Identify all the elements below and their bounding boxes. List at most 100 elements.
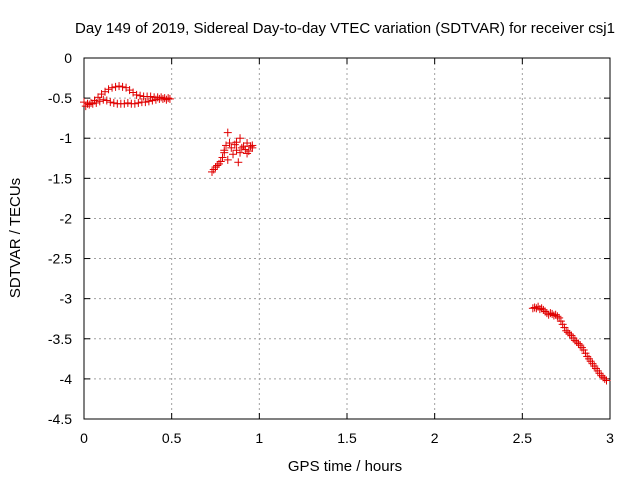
y-tick-label: -2.5 — [48, 251, 72, 267]
data-point — [244, 147, 253, 156]
data-point — [555, 313, 564, 322]
y-tick-label: -4 — [60, 371, 73, 387]
data-point — [118, 82, 127, 91]
data-point — [548, 309, 557, 318]
data-point — [549, 311, 558, 320]
data-point — [246, 142, 255, 151]
data-point — [565, 329, 574, 338]
data-point — [558, 320, 567, 329]
data-point — [598, 373, 607, 382]
y-tick-label: 0 — [64, 50, 72, 66]
data-point — [211, 163, 220, 172]
data-point — [216, 157, 225, 166]
y-tick-labels: 0 -0.5 -1 -1.5 -2 -2.5 -3 -3.5 -4 -4.5 — [48, 50, 72, 427]
data-point — [162, 95, 171, 104]
data-point — [574, 339, 583, 348]
data-point — [92, 98, 101, 107]
plot-frame — [83, 57, 611, 420]
data-point — [544, 310, 553, 319]
x-tick-label: 0 — [80, 430, 88, 446]
data-point — [535, 305, 544, 314]
data-point — [227, 143, 236, 152]
y-tick-label: -0.5 — [48, 90, 72, 106]
data-point — [563, 328, 572, 337]
data-point — [220, 146, 229, 155]
y-tick-label: -3.5 — [48, 331, 72, 347]
x-tick-label: 3 — [606, 430, 614, 446]
data-point — [94, 93, 103, 102]
data-point — [562, 326, 571, 335]
data-point — [111, 82, 120, 91]
data-point — [144, 97, 153, 106]
data-point — [241, 145, 250, 154]
data-point — [146, 92, 155, 101]
y-tick-label: -1 — [60, 130, 73, 146]
data-point — [95, 97, 104, 106]
data-point — [158, 94, 167, 103]
data-point — [223, 128, 232, 137]
data-point — [223, 155, 232, 164]
y-tick-label: -4.5 — [48, 411, 72, 427]
data-points — [80, 82, 611, 385]
x-tick-label: 2.5 — [513, 430, 533, 446]
data-point — [115, 82, 124, 91]
y-tick-label: -1.5 — [48, 170, 72, 186]
data-point — [579, 346, 588, 355]
y-tick-label: -2 — [60, 210, 73, 226]
data-point — [581, 349, 590, 358]
data-point — [232, 138, 241, 147]
data-point — [553, 312, 562, 321]
x-tick-labels: 0 0.5 1 1.5 2 2.5 3 — [80, 430, 614, 446]
y-tick-label: -3 — [60, 291, 73, 307]
data-point — [248, 141, 257, 150]
data-point — [551, 310, 560, 319]
data-point — [236, 134, 245, 143]
data-point — [236, 148, 245, 157]
data-point — [120, 99, 129, 108]
data-point — [225, 139, 234, 148]
data-point — [572, 337, 581, 346]
data-point — [218, 153, 227, 162]
x-tick-label: 1.5 — [337, 430, 357, 446]
data-point — [106, 98, 115, 107]
y-axis-label: SDTVAR / TECUs — [7, 178, 24, 298]
data-point — [80, 98, 88, 107]
data-point — [81, 102, 90, 111]
data-point — [109, 98, 118, 107]
data-point — [104, 85, 113, 94]
data-point — [102, 96, 111, 105]
data-point — [541, 307, 550, 316]
data-point — [99, 95, 108, 104]
data-point — [123, 98, 132, 107]
data-point — [148, 96, 157, 105]
data-point — [537, 304, 546, 313]
x-axis-label: GPS time / hours — [288, 458, 402, 475]
data-point — [570, 336, 579, 345]
x-tick-label: 2 — [431, 430, 439, 446]
data-point — [141, 98, 150, 107]
data-point — [85, 100, 94, 109]
data-point — [130, 99, 139, 108]
data-point — [108, 83, 117, 92]
data-point — [132, 90, 141, 99]
data-point — [597, 371, 606, 380]
data-point — [157, 93, 166, 102]
chart-title: Day 149 of 2019, Sidereal Day-to-day VTE… — [75, 20, 615, 37]
data-point — [88, 99, 97, 108]
data-point — [539, 305, 548, 314]
data-point — [164, 94, 173, 103]
data-point — [134, 98, 143, 107]
data-point — [556, 317, 565, 326]
grid-lines — [84, 58, 610, 419]
data-point — [213, 161, 222, 170]
x-tick-label: 0.5 — [162, 430, 182, 446]
x-tick-label: 1 — [255, 430, 263, 446]
data-point — [136, 91, 145, 100]
data-point — [530, 303, 539, 312]
data-point — [239, 142, 248, 151]
data-point — [600, 374, 609, 383]
data-point — [229, 150, 238, 159]
data-point — [237, 143, 246, 152]
data-point — [602, 376, 611, 385]
